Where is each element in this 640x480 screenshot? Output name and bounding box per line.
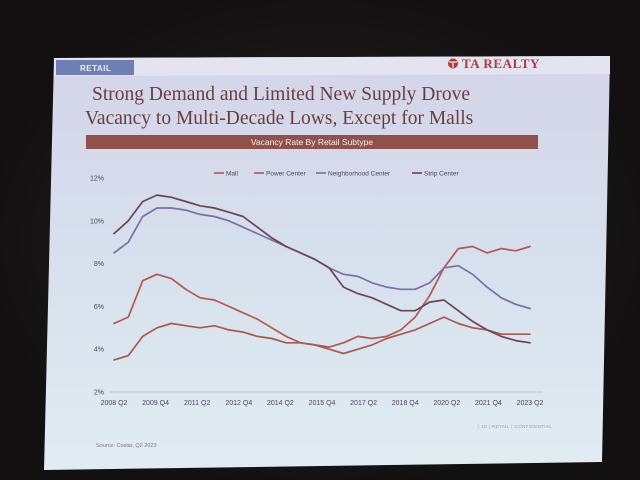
slide-title-line-1: Strong Demand and Limited New Supply Dro… bbox=[92, 84, 470, 105]
chart-title: Vacancy Rate By Retail Subtype bbox=[251, 137, 373, 147]
section-tab bbox=[56, 60, 134, 75]
x-tick-label: 2023 Q2 bbox=[517, 400, 544, 407]
y-tick-label: 2% bbox=[94, 390, 104, 397]
series-line-power-center bbox=[113, 316, 531, 361]
line-chart: 12% 10% 8% 6% 4% 2% 2008 Q2 2009 Q4 2011 Q2 2012 … bbox=[90, 171, 544, 408]
x-tick-label: 2021 Q4 bbox=[475, 400, 502, 407]
x-tick-label: 2011 Q2 bbox=[184, 400, 210, 407]
y-tick-label: 10% bbox=[90, 218, 104, 225]
x-tick-label: 2017 Q2 bbox=[350, 400, 377, 407]
x-tick-label: 2008 Q2 bbox=[101, 400, 128, 407]
slide-surface bbox=[44, 56, 610, 470]
chart-title-bar bbox=[86, 135, 538, 149]
legend-label: Neighborhood Center bbox=[328, 171, 391, 178]
slide-header-bar bbox=[54, 56, 610, 76]
logo-text: TA REALTY bbox=[462, 56, 540, 71]
series-line-mall bbox=[113, 245, 531, 348]
x-tick-label: 2018 Q4 bbox=[392, 400, 419, 407]
source-note: Source: Costar, Q2 2023 bbox=[96, 443, 157, 449]
legend-label: Mall bbox=[226, 171, 238, 178]
slide-title-line-2: Vacancy to Multi-Decade Lows, Except for… bbox=[85, 108, 473, 129]
x-tick-label: 2020 Q2 bbox=[433, 400, 460, 407]
y-tick-label: 6% bbox=[94, 304, 104, 311]
y-tick-label: 8% bbox=[94, 261, 104, 268]
x-tick-label: 2012 Q4 bbox=[225, 400, 252, 407]
y-tick-label: 4% bbox=[94, 347, 104, 354]
y-tick-label: 12% bbox=[90, 176, 104, 183]
legend-label: Strip Center bbox=[424, 171, 460, 178]
legend-label: Power Center bbox=[266, 171, 307, 178]
slide-footer: | 18 | RETAIL | CONFIDENTIAL bbox=[478, 424, 552, 429]
section-tab-label: RETAIL bbox=[80, 64, 111, 73]
logo: TA REALTY bbox=[448, 56, 540, 71]
x-tick-label: 2015 Q4 bbox=[309, 400, 336, 407]
series-line-strip-center bbox=[113, 194, 531, 344]
x-tick-label: 2009 Q4 bbox=[142, 400, 169, 407]
x-tick-label: 2014 Q2 bbox=[267, 400, 294, 407]
